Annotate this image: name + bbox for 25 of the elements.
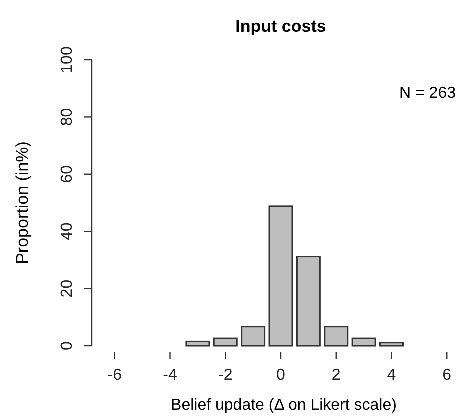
x-tick-label: 2	[332, 367, 341, 384]
bar	[352, 338, 376, 347]
bar	[324, 326, 349, 347]
x-tick-label: -6	[108, 367, 122, 384]
x-axis-title: Belief update (Δ on Likert scale)	[171, 397, 397, 414]
bar	[213, 338, 238, 347]
x-tick-label: 6	[442, 367, 452, 384]
y-tick-label: 80	[59, 108, 76, 126]
chart-title: Input costs	[236, 17, 326, 36]
y-axis-title: Proportion (in%)	[13, 142, 32, 264]
x-tick-label: 4	[387, 367, 396, 384]
x-tick-label: -2	[218, 367, 233, 384]
x-tick-label: 0	[276, 367, 286, 384]
annotation: N = 263	[400, 85, 456, 102]
x-tick-label: -4	[163, 367, 178, 384]
y-tick-label: 60	[59, 165, 76, 184]
y-tick-label: 0	[59, 341, 76, 350]
bar	[268, 206, 294, 347]
bar	[296, 256, 321, 347]
bar	[186, 340, 210, 347]
bar	[380, 342, 404, 347]
y-tick-label: 20	[59, 280, 76, 298]
y-tick-label: 40	[59, 222, 76, 240]
y-tick-label: 100	[59, 46, 76, 74]
bar	[241, 326, 266, 347]
